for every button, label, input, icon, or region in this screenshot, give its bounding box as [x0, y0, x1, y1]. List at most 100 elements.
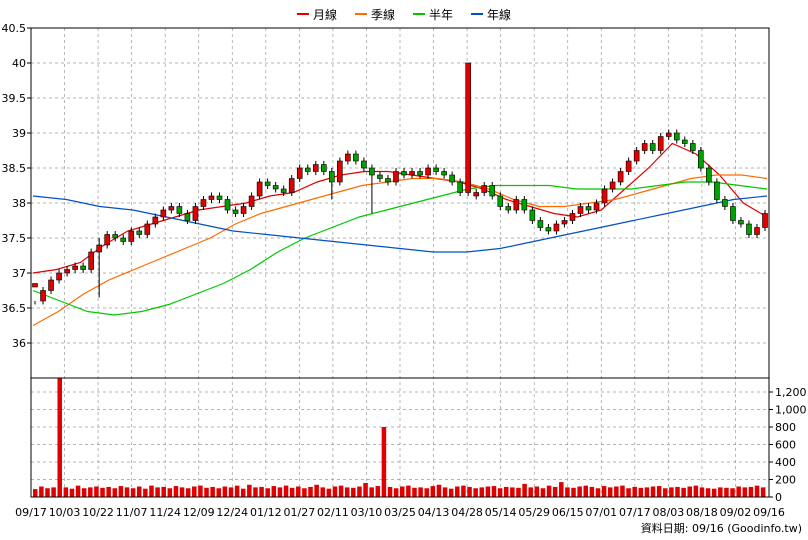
volume-bar — [143, 488, 148, 497]
volume-bar — [363, 483, 368, 497]
candlestick — [738, 217, 744, 228]
volume-bar — [149, 485, 154, 497]
candlestick — [601, 185, 608, 207]
candlestick — [264, 178, 271, 189]
candle-body — [192, 206, 199, 221]
candlestick — [337, 157, 343, 186]
x-tick-label: 10/22 — [82, 506, 114, 519]
volume-bar — [663, 488, 668, 497]
volume-bar — [387, 486, 393, 497]
candlestick — [401, 168, 407, 179]
volume-bar — [332, 486, 338, 497]
volume-bar — [57, 378, 62, 497]
legend-item-monthly: 月線 — [296, 4, 337, 24]
volume-bar — [393, 488, 399, 497]
volume-bar — [240, 488, 246, 497]
candle-body — [690, 143, 696, 151]
candlestick — [465, 62, 471, 196]
x-tick-label: 06/15 — [552, 506, 584, 519]
volume-bar — [161, 486, 166, 497]
candlestick — [617, 168, 624, 186]
candle-body — [152, 216, 159, 225]
x-tick-label: 01/27 — [284, 506, 316, 519]
volume-bar — [216, 488, 222, 497]
candle-body — [585, 206, 592, 211]
price-tick-label: 40 — [12, 57, 26, 70]
chart-frame — [30, 27, 770, 498]
volume-bar — [338, 485, 344, 497]
candlestick — [112, 231, 119, 242]
volume-bar — [210, 486, 215, 497]
candlestick — [136, 227, 143, 238]
candlestick — [280, 185, 287, 196]
price-tick-label: 39.5 — [2, 92, 27, 105]
x-tick-label: 10/03 — [49, 506, 81, 519]
candlestick — [722, 196, 728, 210]
volume-bar — [614, 486, 619, 497]
candle-body — [329, 171, 335, 183]
volume-bar — [314, 484, 319, 497]
volume-bar — [381, 427, 387, 497]
candle-body — [369, 167, 375, 176]
candlestick — [56, 269, 62, 284]
plot-border — [30, 27, 770, 498]
volume-bar — [705, 488, 711, 497]
candle-body — [465, 62, 471, 193]
candlestick — [369, 164, 375, 214]
candlestick — [312, 161, 319, 175]
price-tick-label: 38 — [12, 197, 26, 210]
volume-bar — [730, 488, 735, 497]
volume-bar — [467, 486, 472, 497]
candle-body — [529, 209, 536, 221]
volume-bar — [699, 487, 705, 497]
volume-bar — [442, 487, 448, 497]
candle-body — [200, 199, 207, 207]
volume-bar — [283, 485, 289, 497]
candlestick — [329, 168, 335, 200]
price-tick-label: 37 — [12, 267, 26, 280]
candle-body — [433, 167, 439, 172]
candle-body — [160, 209, 167, 218]
volume-bar — [669, 487, 674, 497]
candlestick — [248, 192, 255, 210]
volume-bar — [296, 486, 301, 497]
legend-label: 半年 — [429, 7, 454, 22]
volume-bar — [192, 486, 197, 497]
volume-bar — [461, 485, 466, 497]
candlestick — [714, 178, 720, 203]
candle-body — [481, 185, 488, 193]
candle-body — [593, 202, 600, 211]
candlestick — [609, 178, 616, 193]
candle-body — [32, 283, 38, 288]
volume-bar — [497, 488, 503, 497]
candle-body — [641, 143, 648, 151]
volume-bar — [607, 487, 613, 497]
candle-body — [264, 181, 271, 186]
price-tick-label: 37.5 — [2, 232, 27, 245]
volume-bar — [583, 485, 589, 497]
candle-body — [738, 220, 744, 225]
volume-bar — [638, 487, 644, 497]
candlestick — [72, 262, 78, 273]
volume-bar — [552, 486, 558, 497]
candle-body — [545, 227, 552, 232]
candlestick — [32, 283, 38, 305]
candlestick — [385, 175, 391, 186]
x-tick-label: 09/02 — [720, 506, 752, 519]
candlestick — [665, 129, 672, 140]
volume-bar — [589, 486, 595, 497]
candle-body — [353, 153, 359, 162]
volume-bar — [130, 488, 136, 497]
candle-body — [449, 174, 455, 183]
candlestick — [457, 178, 463, 196]
x-tick-label: 12/09 — [183, 506, 215, 519]
candle-body — [537, 220, 544, 228]
volume-bar — [88, 487, 93, 497]
volume-bar — [45, 488, 50, 497]
legend-item-halfyear: 半年 — [413, 4, 453, 24]
x-tick-label: 12/24 — [216, 506, 248, 519]
legend-label: 年線 — [487, 7, 512, 22]
candlestick — [361, 157, 367, 172]
candlestick — [441, 168, 447, 179]
